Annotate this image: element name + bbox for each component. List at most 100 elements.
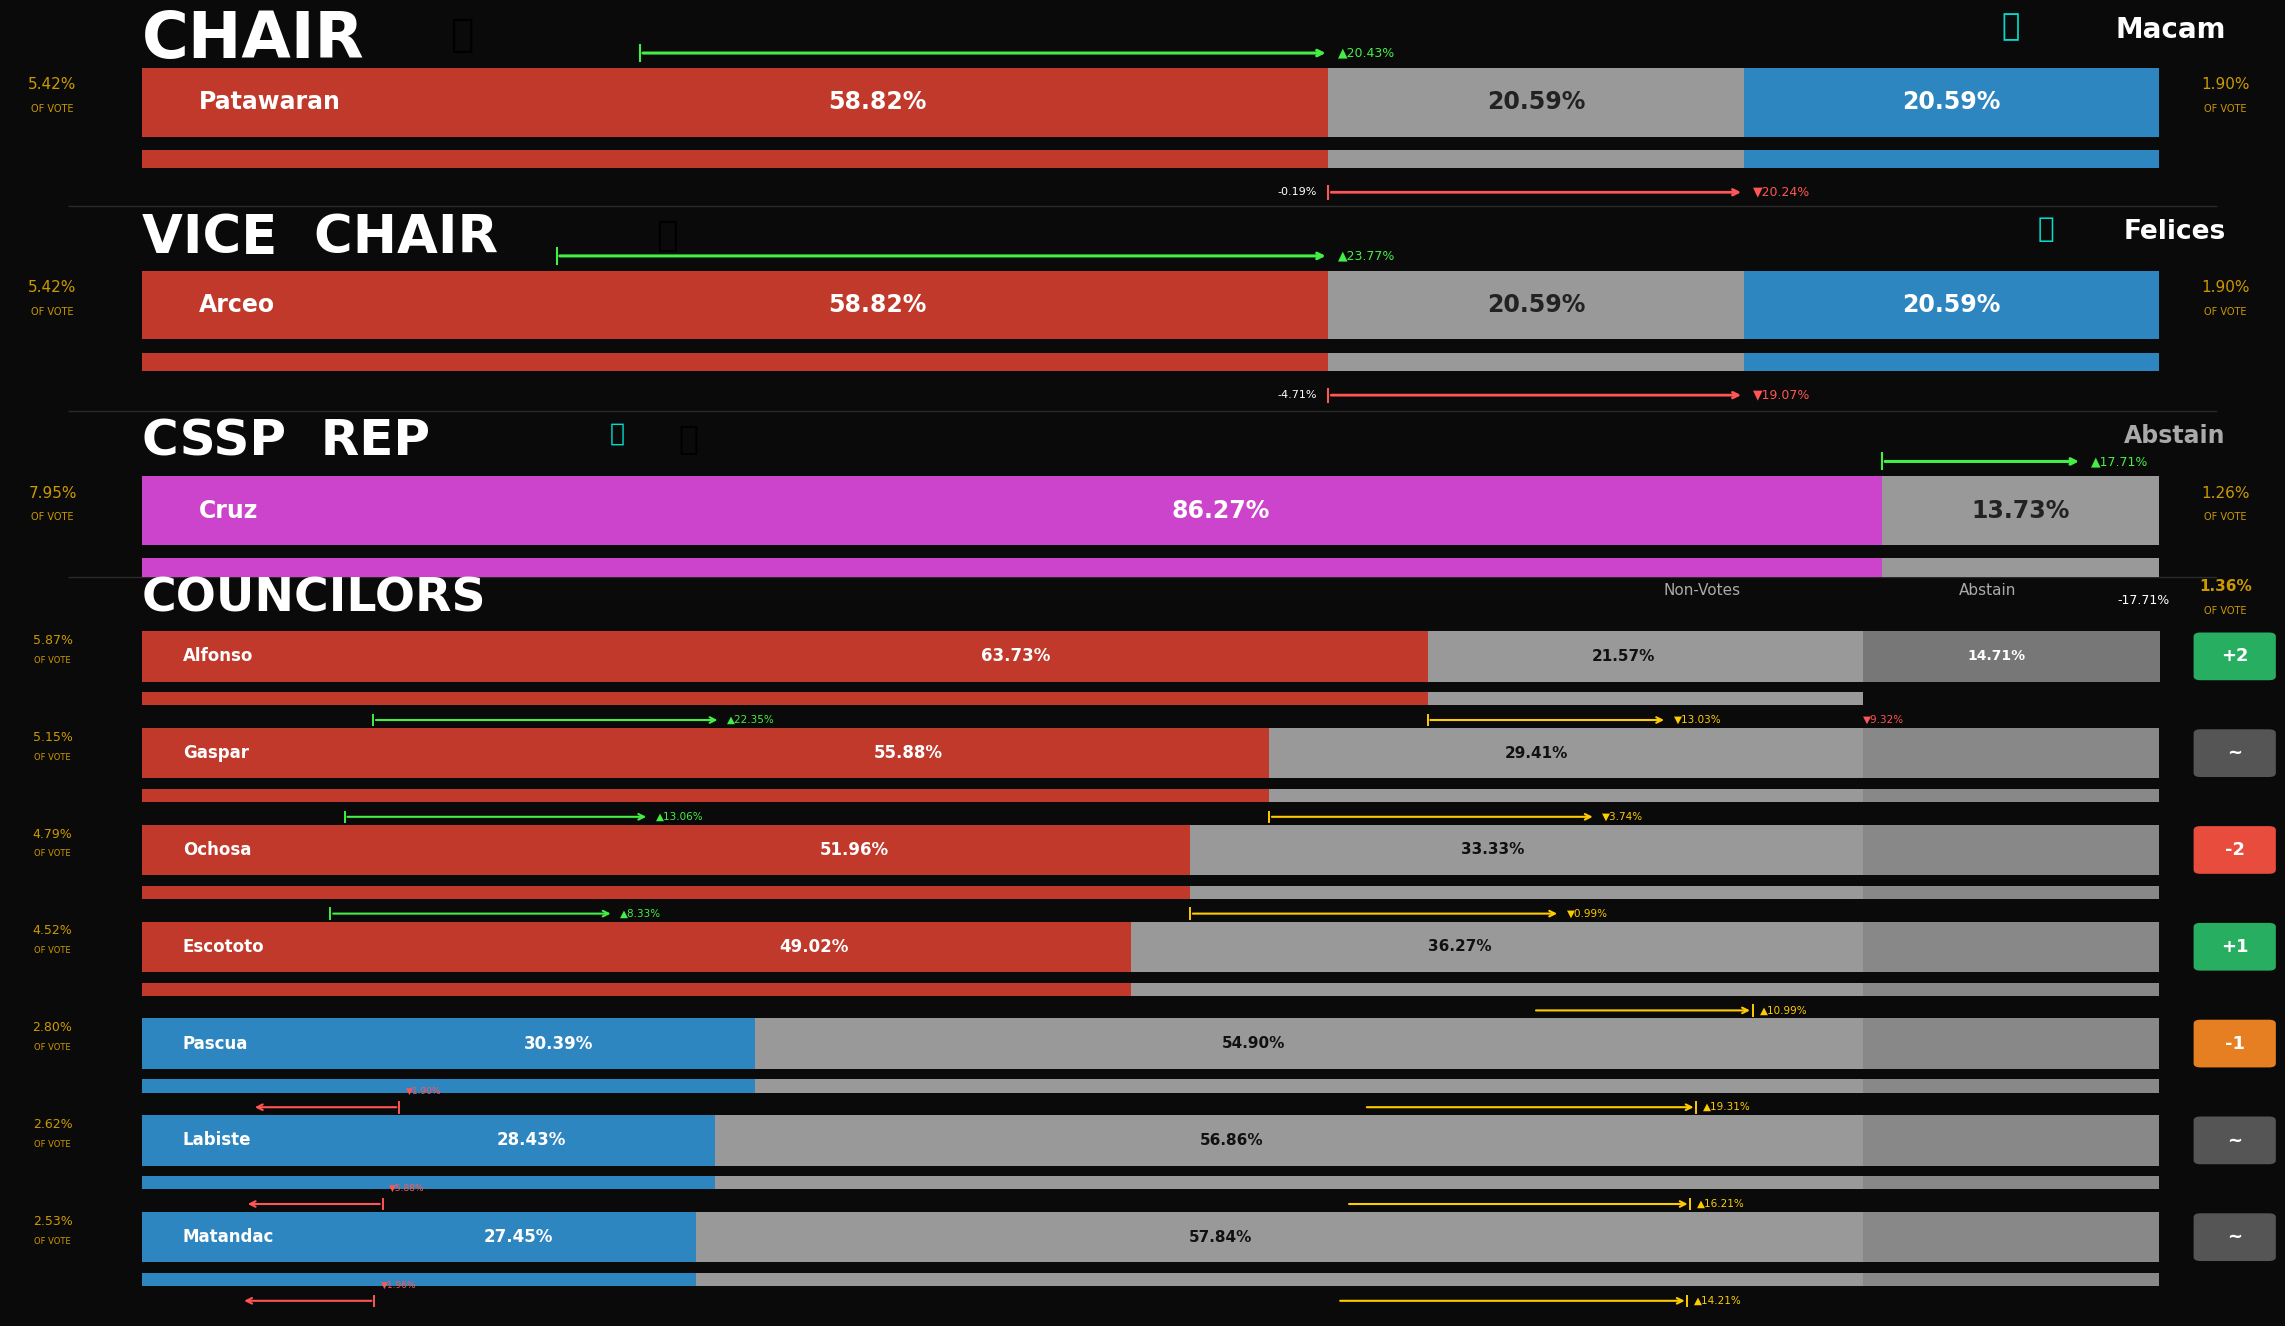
Text: 58.82%: 58.82%: [827, 90, 928, 114]
Bar: [1862, 631, 2159, 682]
Text: ▼20.24%: ▼20.24%: [1753, 186, 1810, 199]
Text: ▼13.03%: ▼13.03%: [1673, 715, 1721, 725]
Text: ▲16.21%: ▲16.21%: [1698, 1199, 1746, 1209]
Bar: [754, 1079, 1862, 1093]
Bar: [1862, 1176, 2159, 1189]
Text: 29.41%: 29.41%: [1504, 745, 1568, 761]
Text: ▲17.71%: ▲17.71%: [2091, 455, 2148, 468]
Text: OF VOTE: OF VOTE: [2205, 306, 2246, 317]
Bar: [142, 1115, 715, 1166]
Text: 20.59%: 20.59%: [1488, 293, 1586, 317]
Text: 28.43%: 28.43%: [498, 1131, 567, 1150]
Text: ~: ~: [2228, 744, 2242, 762]
Text: 14.71%: 14.71%: [1967, 650, 2025, 663]
Text: Labiste: Labiste: [183, 1131, 251, 1150]
Bar: [142, 68, 1328, 137]
Text: -0.19%: -0.19%: [1277, 187, 1316, 198]
Text: 58.82%: 58.82%: [827, 293, 928, 317]
Text: 2.62%: 2.62%: [32, 1118, 73, 1131]
Text: 🔥: 🔥: [450, 16, 473, 54]
Text: -17.71%: -17.71%: [2118, 594, 2171, 607]
Text: 7.95%: 7.95%: [27, 485, 78, 501]
Bar: [142, 692, 1428, 705]
Text: 20.59%: 20.59%: [1903, 90, 2002, 114]
Bar: [1862, 789, 2159, 802]
Text: 27.45%: 27.45%: [484, 1228, 553, 1246]
Text: 55.88%: 55.88%: [873, 744, 944, 762]
Text: 🎧: 🎧: [2002, 12, 2020, 41]
Text: OF VOTE: OF VOTE: [34, 1237, 71, 1245]
Bar: [1190, 825, 1862, 875]
FancyBboxPatch shape: [2194, 1213, 2276, 1261]
FancyBboxPatch shape: [2194, 923, 2276, 971]
Bar: [1131, 922, 1862, 972]
Bar: [754, 1018, 1862, 1069]
Bar: [1428, 692, 1862, 705]
Text: 51.96%: 51.96%: [820, 841, 889, 859]
Text: Gaspar: Gaspar: [183, 744, 249, 762]
Text: Alfonso: Alfonso: [183, 647, 254, 666]
Text: 30.39%: 30.39%: [523, 1034, 594, 1053]
Bar: [142, 353, 1328, 371]
Bar: [142, 825, 1190, 875]
Bar: [1328, 271, 1743, 339]
Text: 56.86%: 56.86%: [1200, 1132, 1264, 1148]
Bar: [1862, 1212, 2159, 1262]
Text: Felices: Felices: [2123, 219, 2226, 245]
Text: ▼3.74%: ▼3.74%: [1602, 812, 1643, 822]
Text: 5.42%: 5.42%: [27, 77, 78, 93]
Text: OF VOTE: OF VOTE: [32, 306, 73, 317]
Text: 2.53%: 2.53%: [32, 1215, 73, 1228]
Text: -2: -2: [2226, 841, 2244, 859]
Bar: [1862, 1115, 2159, 1166]
Text: COUNCILORS: COUNCILORS: [142, 577, 487, 622]
Text: ~: ~: [2228, 1228, 2242, 1246]
Text: 1.90%: 1.90%: [2200, 280, 2251, 296]
Bar: [1862, 1018, 2159, 1069]
Bar: [142, 983, 1131, 996]
Bar: [1862, 1273, 2159, 1286]
Bar: [1883, 558, 2159, 577]
Text: ~: ~: [2228, 1131, 2242, 1150]
Bar: [1131, 983, 1862, 996]
Text: Cruz: Cruz: [199, 499, 258, 522]
Text: 20.59%: 20.59%: [1488, 90, 1586, 114]
Text: 21.57%: 21.57%: [1593, 648, 1654, 664]
Text: Abstain: Abstain: [1958, 583, 2018, 598]
Bar: [142, 631, 1428, 682]
Bar: [142, 886, 1190, 899]
Text: 86.27%: 86.27%: [1172, 499, 1270, 522]
Bar: [1743, 68, 2159, 137]
FancyBboxPatch shape: [2194, 1116, 2276, 1164]
Bar: [1190, 886, 1862, 899]
Bar: [142, 728, 1268, 778]
Bar: [142, 1079, 754, 1093]
Text: OF VOTE: OF VOTE: [34, 850, 71, 858]
Text: 5.15%: 5.15%: [32, 731, 73, 744]
Bar: [142, 1018, 754, 1069]
Text: CHAIR: CHAIR: [142, 9, 363, 72]
Bar: [1268, 728, 1862, 778]
Text: Non-Votes: Non-Votes: [1663, 583, 1741, 598]
Bar: [1268, 789, 1862, 802]
Text: OF VOTE: OF VOTE: [32, 103, 73, 114]
Bar: [1862, 983, 2159, 996]
Text: VICE  CHAIR: VICE CHAIR: [142, 212, 498, 264]
Bar: [1862, 825, 2159, 875]
Text: 63.73%: 63.73%: [980, 647, 1051, 666]
Text: Matandac: Matandac: [183, 1228, 274, 1246]
Text: Macam: Macam: [2116, 16, 2226, 44]
Bar: [1862, 886, 2159, 899]
Bar: [142, 1273, 695, 1286]
Text: OF VOTE: OF VOTE: [32, 512, 73, 522]
Text: -1: -1: [2226, 1034, 2244, 1053]
Text: ▲20.43%: ▲20.43%: [1337, 46, 1394, 60]
Text: 49.02%: 49.02%: [779, 937, 850, 956]
Text: 2.80%: 2.80%: [32, 1021, 73, 1034]
Bar: [142, 1176, 715, 1189]
Text: 4.52%: 4.52%: [32, 924, 73, 937]
Text: ▲10.99%: ▲10.99%: [1759, 1005, 1807, 1016]
Bar: [1743, 271, 2159, 339]
Bar: [1862, 728, 2159, 778]
Text: 1.36%: 1.36%: [2198, 579, 2253, 594]
